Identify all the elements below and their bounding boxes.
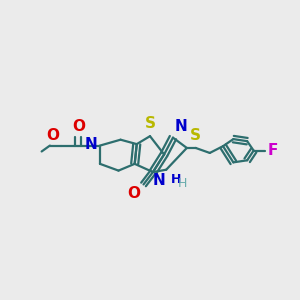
Text: N: N <box>174 119 187 134</box>
Text: O: O <box>46 128 59 142</box>
Text: H: H <box>171 173 181 186</box>
Text: N: N <box>85 137 98 152</box>
Text: F: F <box>267 143 278 158</box>
Text: S: S <box>190 128 201 143</box>
Text: O: O <box>128 186 141 201</box>
Text: S: S <box>145 116 155 131</box>
Text: N: N <box>153 173 166 188</box>
Text: O: O <box>72 119 85 134</box>
Text: H: H <box>178 177 187 190</box>
